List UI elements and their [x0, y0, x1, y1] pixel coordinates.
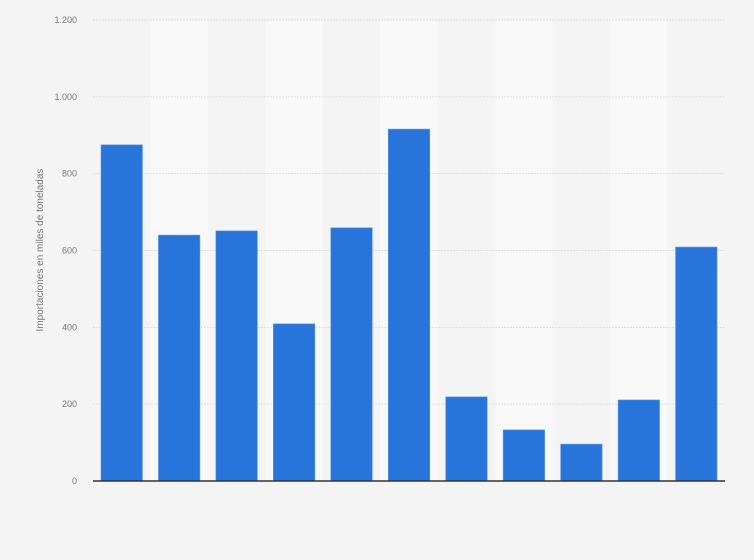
bar[interactable]	[100, 144, 143, 482]
y-tick-label: 200	[62, 399, 77, 409]
bar[interactable]	[502, 429, 545, 482]
bar[interactable]	[158, 234, 201, 482]
y-tick-label: 1.000	[54, 92, 77, 102]
bar[interactable]	[675, 246, 718, 482]
bar[interactable]	[560, 443, 603, 482]
y-tick-label: 1.200	[54, 15, 77, 25]
y-tick-label: 600	[62, 246, 77, 256]
y-tick-label: 800	[62, 169, 77, 179]
bar[interactable]	[215, 230, 258, 482]
y-axis-label: Importaciones en miles de toneladas	[35, 169, 46, 332]
y-tick-label: 0	[72, 476, 77, 486]
bar[interactable]	[273, 323, 316, 482]
bar[interactable]	[330, 227, 373, 482]
bar[interactable]	[617, 399, 660, 482]
bar[interactable]	[387, 128, 431, 482]
y-tick-label: 400	[62, 322, 77, 332]
bar[interactable]	[445, 396, 488, 482]
